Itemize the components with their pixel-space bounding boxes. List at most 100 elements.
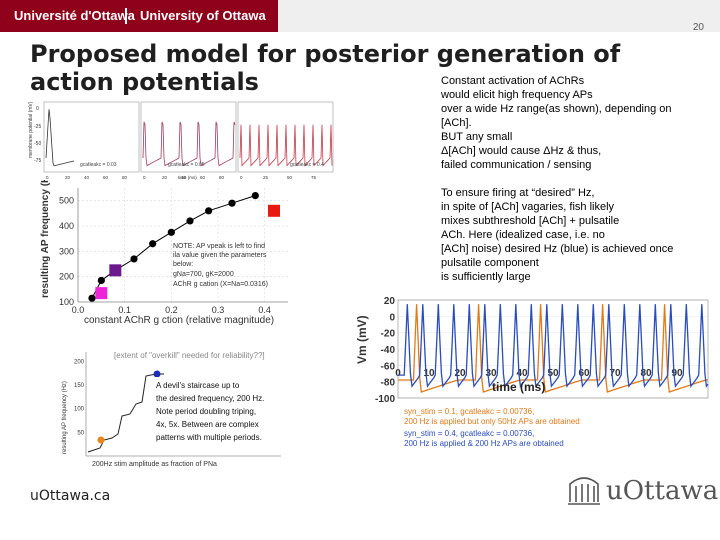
- chart1-xtick: 0.3: [212, 305, 225, 315]
- chart1-xtick: 0.0: [72, 305, 85, 315]
- traces-xtick: 40: [84, 175, 90, 180]
- chart3-ytick: 100: [74, 407, 85, 413]
- chart2-xlabel: time (ms): [492, 380, 545, 394]
- traces-ytick: -75: [34, 158, 41, 164]
- note-line: [ACh] noise) desired Hz (blue) is achiev…: [441, 243, 674, 255]
- traces-xtick: 50: [287, 175, 293, 180]
- chart3-ylabel: resulting AP frequency (Hz): [62, 381, 68, 454]
- panel-label-1: gcatleakc = 0.03: [80, 162, 117, 168]
- chart2-xtick: 60: [578, 368, 590, 379]
- traces-xtick: 60: [200, 175, 206, 180]
- annotation-line: ila value given the parameters: [173, 252, 267, 259]
- chart1-ytick: 200: [59, 272, 74, 282]
- traces-xtick: 0: [46, 175, 49, 180]
- chart1-point: [205, 207, 213, 215]
- footer-logo-text: uOttawa: [606, 476, 719, 506]
- note-line: [ACh].: [441, 117, 472, 129]
- chart2-xtick: 90: [671, 368, 683, 379]
- note-line: would elicit high frequency APs: [441, 89, 593, 101]
- chart2-ytick: -100: [375, 394, 395, 405]
- voltage-trace: [239, 124, 333, 167]
- trace-panel-3: [239, 124, 333, 167]
- traces-xtick: 60: [103, 175, 109, 180]
- chart1-xtick: 0.1: [118, 305, 131, 315]
- note-line: Constant activation of AChRs: [441, 75, 585, 87]
- trace-panel-1: [45, 109, 75, 167]
- annotation-line: gNa=700, gK=2000: [173, 271, 234, 278]
- chart2-xtick: 30: [485, 368, 497, 379]
- chart2-ytick: 0: [389, 312, 395, 323]
- slide-title: Proposed model for posterior generation …: [30, 40, 621, 96]
- traces-ylabel: membrane potential (mV): [28, 101, 34, 158]
- chart2-ytick: -80: [381, 378, 396, 389]
- note-line: mixes subthreshold [ACh] + pulsatile: [441, 215, 620, 227]
- note-line: BUT any small: [441, 131, 513, 143]
- chart-membrane-voltage: Vm (mV) 20 0 -20 -40 -60 -80 -100 0 10 20 30 40 50 6…: [352, 296, 716, 456]
- chart1-point: [186, 217, 194, 225]
- note-line: over a wide Hz range(as shown), dependin…: [441, 103, 672, 115]
- page-number: 20: [692, 22, 704, 33]
- traces-ytick: -50: [34, 141, 41, 147]
- chart2-xtick: 50: [547, 368, 559, 379]
- chart1-xtick: 0.4: [258, 305, 271, 315]
- chart2-xtick: 70: [609, 368, 621, 379]
- chart2-ytick: 20: [384, 296, 396, 307]
- chart1-point: [88, 294, 96, 302]
- annotation-line: below:: [173, 261, 193, 268]
- traces-xtick: 25: [263, 175, 269, 180]
- note-line: To ensure firing at “desired” Hz,: [441, 187, 595, 199]
- chart-frequency-vs-gcation: resulting AP frequency (Hz) constant ACh…: [38, 167, 298, 332]
- annotation-line: 4x, 5x. Between are complex: [156, 420, 259, 429]
- chart1-ylabel: resulting AP frequency (Hz): [40, 180, 51, 298]
- note-line: ACh. Here (idealized case, i.e. no: [441, 229, 605, 241]
- chart1-point: [228, 199, 236, 207]
- note-desired-hz: To ensure firing at “desired” Hz, in spi…: [441, 186, 673, 284]
- chart3-xlabel: 200Hz stim amplitude as fraction of PNa: [92, 461, 217, 468]
- note-constant-activation: Constant activation of AChRs would elici…: [441, 74, 672, 172]
- chart2-ylabel: Vm (mV): [355, 315, 369, 364]
- trace-orange: [398, 304, 708, 393]
- panel-label-2: gcatleakc = 0.05: [168, 162, 205, 168]
- traces-ytick: -25: [34, 124, 41, 130]
- uottawa-logo-icon: [568, 477, 600, 505]
- header-bar: Université d'Ottawa University of Ottawa: [0, 0, 720, 32]
- voltage-trace: [45, 109, 75, 167]
- legend-blue-2: 200 Hz is applied & 200 Hz APs are obtai…: [404, 439, 564, 448]
- note-line: failed communication / sensing: [441, 159, 592, 171]
- header-band: Université d'Ottawa University of Ottawa: [0, 0, 278, 32]
- chart2-xtick: 20: [454, 368, 466, 379]
- chart-devils-staircase: resulting AP frequency (Hz) 200 150 100 50 …: [56, 344, 286, 472]
- traces-xtick: 20: [162, 175, 168, 180]
- chart1-point: [97, 276, 105, 285]
- annotation-line: AChR g cation (X=Na=0.0316): [173, 281, 268, 288]
- uni-name-fr: Université d'Ottawa: [14, 8, 135, 23]
- chart1-ytick: 300: [59, 246, 74, 256]
- chart1-square-marker: [109, 264, 122, 277]
- note-line: pulsatile component: [441, 257, 539, 269]
- traces-xtick: 40: [181, 175, 187, 180]
- chart1-ytick: 400: [59, 221, 74, 231]
- trace-blue: [398, 304, 709, 388]
- annotation-line: NOTE: AP vpeak is left to find: [173, 243, 265, 250]
- annotation-line: Note period doubling triping,: [156, 407, 256, 416]
- note-line: is sufficiently large: [441, 271, 531, 283]
- staircase-point-orange: [97, 436, 105, 444]
- figure-voltage-traces: membrane potential (mV) 0 -25 -50 -75 gc…: [28, 100, 438, 182]
- panel-label-3: gcatleakc = 0.4: [290, 162, 324, 168]
- chart1-square-marker: [268, 204, 280, 217]
- chart3-ytick: 150: [74, 383, 85, 389]
- chart2-xtick: 10: [423, 368, 435, 379]
- chart1-point: [149, 240, 157, 248]
- note-line: in spite of [ACh] vagaries, fish likely: [441, 201, 615, 213]
- chart1-ytick: 100: [59, 297, 74, 307]
- voltage-trace: [142, 121, 236, 167]
- traces-xlabel: time (ms): [178, 175, 197, 180]
- annotation-line: the desired frequency, 200 Hz.: [156, 394, 264, 403]
- traces-xtick: 0: [143, 175, 146, 180]
- trace-panel-2: [142, 121, 236, 167]
- chart1-xlabel: constant AChR g ction (relative magnitud…: [84, 315, 274, 326]
- chart3-ytick: 50: [77, 430, 84, 436]
- traces-ytick: 0: [36, 106, 39, 112]
- uni-name-en: University of Ottawa: [140, 8, 266, 23]
- legend-orange-1: syn_stim = 0.1, gcatleakc = 0.00736,: [404, 407, 534, 416]
